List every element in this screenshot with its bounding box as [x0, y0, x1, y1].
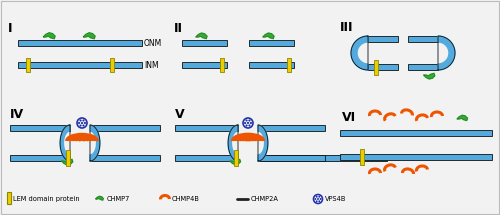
- Circle shape: [243, 118, 253, 128]
- Text: IV: IV: [10, 108, 24, 121]
- Circle shape: [82, 124, 84, 127]
- Polygon shape: [263, 33, 274, 39]
- Text: V: V: [175, 108, 184, 121]
- Polygon shape: [438, 36, 455, 70]
- Circle shape: [80, 124, 82, 127]
- Polygon shape: [96, 196, 104, 200]
- Bar: [7, 192, 11, 204]
- Polygon shape: [60, 125, 70, 161]
- Text: CHMP7: CHMP7: [107, 196, 130, 202]
- Polygon shape: [457, 115, 468, 120]
- Bar: [182, 62, 227, 68]
- Bar: [182, 40, 227, 46]
- Bar: [175, 125, 238, 131]
- Bar: [368, 64, 398, 70]
- Bar: [249, 62, 294, 68]
- Text: CHMP4B: CHMP4B: [172, 196, 200, 202]
- Polygon shape: [90, 125, 100, 161]
- Bar: [287, 58, 291, 72]
- Bar: [110, 58, 114, 72]
- Polygon shape: [258, 125, 268, 161]
- Bar: [340, 130, 492, 136]
- Polygon shape: [62, 159, 73, 165]
- Bar: [10, 125, 70, 131]
- Bar: [258, 125, 325, 131]
- Circle shape: [314, 198, 316, 200]
- Circle shape: [317, 198, 319, 200]
- Bar: [26, 58, 30, 72]
- Bar: [220, 58, 224, 72]
- Bar: [10, 155, 70, 161]
- Circle shape: [81, 122, 83, 124]
- Bar: [408, 64, 438, 70]
- Circle shape: [82, 119, 84, 122]
- Bar: [258, 155, 325, 161]
- Polygon shape: [351, 36, 368, 70]
- Circle shape: [246, 124, 248, 127]
- Bar: [90, 155, 160, 161]
- Bar: [360, 149, 364, 165]
- Circle shape: [78, 122, 80, 124]
- Text: LEM domain protein: LEM domain protein: [13, 196, 80, 202]
- Bar: [340, 154, 492, 160]
- Bar: [18, 40, 142, 46]
- Bar: [175, 155, 238, 161]
- Polygon shape: [196, 33, 207, 39]
- Polygon shape: [43, 33, 55, 39]
- Circle shape: [80, 119, 82, 122]
- Bar: [374, 60, 378, 75]
- Polygon shape: [230, 160, 240, 165]
- Circle shape: [318, 200, 320, 202]
- Text: CHMP2A: CHMP2A: [251, 196, 279, 202]
- Text: I: I: [8, 22, 12, 35]
- Bar: [18, 62, 142, 68]
- Bar: [66, 150, 70, 166]
- Circle shape: [320, 198, 322, 200]
- Circle shape: [84, 122, 86, 124]
- Circle shape: [248, 124, 250, 127]
- Circle shape: [246, 119, 248, 122]
- Text: VPS4B: VPS4B: [325, 196, 346, 202]
- Bar: [249, 40, 294, 46]
- Circle shape: [77, 118, 87, 128]
- Circle shape: [250, 122, 252, 124]
- Polygon shape: [424, 73, 435, 79]
- Bar: [234, 150, 238, 166]
- Bar: [258, 155, 387, 161]
- Text: INM: INM: [144, 60, 158, 69]
- Circle shape: [247, 122, 249, 124]
- Text: III: III: [340, 21, 353, 34]
- Polygon shape: [83, 33, 95, 39]
- Circle shape: [316, 196, 318, 198]
- Text: ONM: ONM: [144, 38, 162, 48]
- Circle shape: [244, 122, 246, 124]
- Polygon shape: [228, 125, 238, 161]
- Circle shape: [314, 195, 322, 204]
- Circle shape: [316, 200, 318, 202]
- Circle shape: [248, 119, 250, 122]
- Text: VI: VI: [342, 111, 356, 124]
- Text: II: II: [174, 22, 183, 35]
- Circle shape: [318, 196, 320, 198]
- Bar: [408, 36, 438, 42]
- Bar: [368, 36, 398, 42]
- Bar: [90, 125, 160, 131]
